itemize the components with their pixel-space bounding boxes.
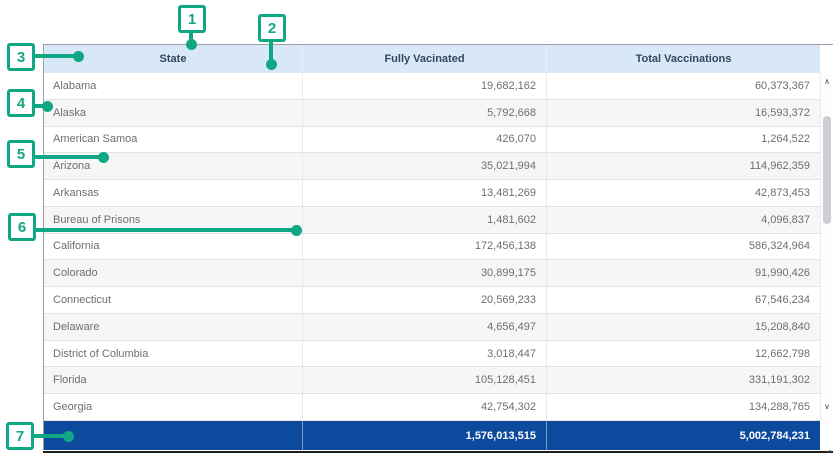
cell-fully-vaccinated: 426,070 bbox=[302, 126, 546, 153]
cell-total-vaccinations: 1,264,522 bbox=[546, 126, 820, 153]
callout-dot bbox=[41, 100, 53, 112]
cell-total-vaccinations: 42,873,453 bbox=[546, 180, 820, 206]
table-header-row: State Fully Vacinated Total Vaccinations bbox=[44, 45, 820, 73]
callout-mark-4: 4 bbox=[7, 89, 35, 117]
cell-fully-vaccinated: 4,656,497 bbox=[302, 313, 546, 340]
cell-state: Georgia bbox=[53, 401, 93, 414]
vertical-scrollbar[interactable]: ∧ ∨ bbox=[820, 73, 833, 421]
table-row[interactable]: Alaska 5,792,668 16,593,372 bbox=[44, 99, 820, 127]
table-row[interactable]: Delaware 4,656,497 15,208,840 bbox=[44, 313, 820, 341]
callout-dot bbox=[290, 224, 302, 236]
vaccination-list-table: State Fully Vacinated Total Vaccinations… bbox=[43, 44, 833, 450]
callout-connector-line bbox=[269, 41, 273, 66]
total-row-empty-cell bbox=[44, 421, 302, 450]
scroll-up-arrow-icon[interactable]: ∧ bbox=[824, 77, 830, 86]
cell-fully-vaccinated: 42,754,302 bbox=[302, 394, 546, 420]
cell-total-vaccinations: 67,546,234 bbox=[546, 287, 820, 313]
cell-total-vaccinations: 586,324,964 bbox=[546, 233, 820, 260]
table-row[interactable]: American Samoa 426,070 1,264,522 bbox=[44, 126, 820, 154]
total-total-vaccinations: 5,002,784,231 bbox=[546, 421, 820, 450]
cell-state: Arkansas bbox=[53, 186, 99, 199]
cell-total-vaccinations: 91,990,426 bbox=[546, 260, 820, 287]
column-header-total-vaccinations[interactable]: Total Vaccinations bbox=[546, 45, 820, 73]
callout-connector-line bbox=[33, 434, 70, 438]
table-total-row: 1,576,013,515 5,002,784,231 bbox=[44, 421, 820, 450]
callout-connector-line bbox=[34, 155, 105, 159]
cell-fully-vaccinated: 1,481,602 bbox=[302, 206, 546, 233]
cell-state: Bureau of Prisons bbox=[53, 213, 141, 226]
cell-total-vaccinations: 16,593,372 bbox=[546, 99, 820, 126]
callout-dot bbox=[97, 151, 109, 163]
cell-total-vaccinations: 60,373,367 bbox=[546, 73, 820, 99]
table-row[interactable]: Connecticut 20,569,233 67,546,234 bbox=[44, 287, 820, 314]
cell-state: Delaware bbox=[53, 320, 100, 333]
table-row[interactable]: Florida 105,128,451 331,191,302 bbox=[44, 367, 820, 395]
cell-fully-vaccinated: 20,569,233 bbox=[302, 287, 546, 313]
cell-total-vaccinations: 4,096,837 bbox=[546, 206, 820, 233]
table-body: Alabama 19,682,162 60,373,367 Alaska 5,792,6… bbox=[44, 73, 833, 421]
widget-bottom-border bbox=[43, 451, 833, 453]
callout-dot bbox=[185, 38, 197, 50]
cell-state: American Samoa bbox=[53, 133, 138, 146]
table-row[interactable]: Colorado 30,899,175 91,990,426 bbox=[44, 260, 820, 288]
cell-state: Colorado bbox=[53, 267, 98, 280]
column-header-fully-vaccinated[interactable]: Fully Vacinated bbox=[302, 45, 546, 73]
cell-fully-vaccinated: 35,021,994 bbox=[302, 153, 546, 180]
callout-dot bbox=[72, 50, 84, 62]
callout-mark-1: 1 bbox=[178, 5, 206, 33]
cell-fully-vaccinated: 105,128,451 bbox=[302, 367, 546, 394]
table-row[interactable]: District of Columbia 3,018,447 12,662,798 bbox=[44, 340, 820, 368]
resize-grip-icon[interactable] bbox=[823, 445, 832, 453]
cell-fully-vaccinated: 30,899,175 bbox=[302, 260, 546, 287]
cell-total-vaccinations: 114,962,359 bbox=[546, 153, 820, 180]
callout-mark-6: 6 bbox=[8, 213, 36, 241]
cell-total-vaccinations: 15,208,840 bbox=[546, 313, 820, 340]
cell-fully-vaccinated: 3,018,447 bbox=[302, 340, 546, 367]
callout-mark-7: 7 bbox=[6, 422, 34, 450]
total-fully-vaccinated: 1,576,013,515 bbox=[302, 421, 546, 450]
cell-total-vaccinations: 134,288,765 bbox=[546, 394, 820, 420]
callout-dot bbox=[265, 58, 277, 70]
scrollbar-thumb[interactable] bbox=[823, 116, 831, 224]
table-row[interactable]: Alabama 19,682,162 60,373,367 bbox=[44, 73, 820, 100]
column-header-state[interactable]: State bbox=[159, 53, 187, 65]
table-row[interactable]: Georgia 42,754,302 134,288,765 bbox=[44, 394, 820, 421]
table-row[interactable]: Arkansas 13,481,269 42,873,453 bbox=[44, 180, 820, 207]
cell-state: California bbox=[53, 240, 100, 253]
cell-state: Arizona bbox=[53, 160, 91, 173]
table-rows-container: Alabama 19,682,162 60,373,367 Alaska 5,792,6… bbox=[44, 73, 820, 421]
callout-connector-line bbox=[34, 54, 80, 58]
cell-total-vaccinations: 331,191,302 bbox=[546, 367, 820, 394]
cell-total-vaccinations: 12,662,798 bbox=[546, 340, 820, 367]
cell-fully-vaccinated: 172,456,138 bbox=[302, 233, 546, 260]
table-row[interactable]: California 172,456,138 586,324,964 bbox=[44, 233, 820, 261]
callout-mark-3: 3 bbox=[7, 43, 35, 71]
callout-mark-2: 2 bbox=[258, 14, 286, 42]
cell-fully-vaccinated: 13,481,269 bbox=[302, 180, 546, 206]
cell-state: Alaska bbox=[53, 106, 87, 119]
callout-dot bbox=[62, 430, 74, 442]
callout-connector-line bbox=[35, 228, 298, 232]
cell-state: Alabama bbox=[53, 79, 97, 92]
scroll-down-arrow-icon[interactable]: ∨ bbox=[824, 402, 830, 411]
cell-fully-vaccinated: 19,682,162 bbox=[302, 73, 546, 99]
cell-state: Connecticut bbox=[53, 294, 112, 306]
cell-state: Florida bbox=[53, 374, 87, 387]
cell-fully-vaccinated: 5,792,668 bbox=[302, 99, 546, 126]
callout-mark-5: 5 bbox=[7, 140, 35, 168]
table-row[interactable]: Arizona 35,021,994 114,962,359 bbox=[44, 153, 820, 181]
cell-state: District of Columbia bbox=[53, 347, 149, 360]
